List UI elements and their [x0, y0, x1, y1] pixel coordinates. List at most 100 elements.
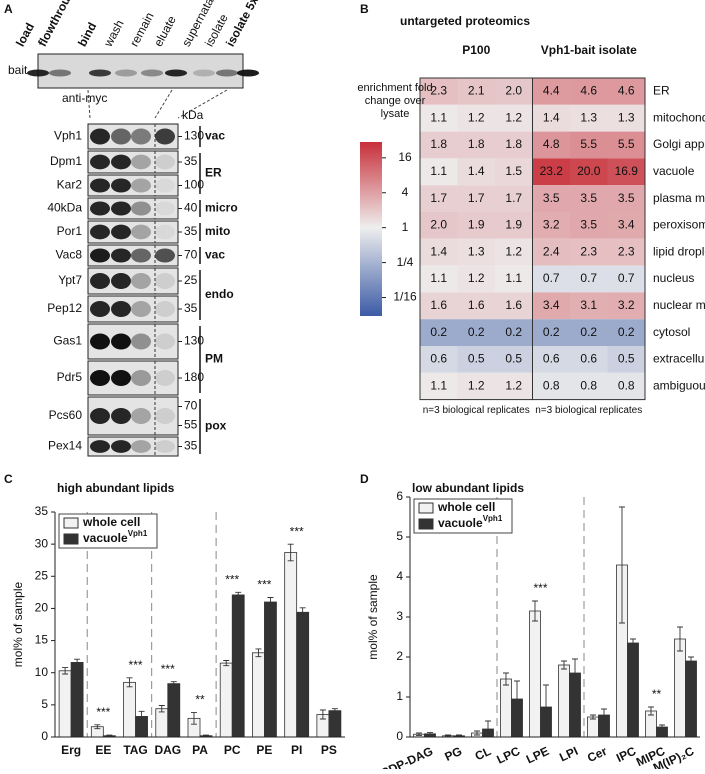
- chart-title: high abundant lipids: [57, 481, 175, 495]
- heat-cell: [607, 238, 645, 266]
- error-bar: [415, 732, 422, 736]
- row-label: peroxisome: [653, 218, 705, 232]
- panel-label: C: [4, 472, 13, 486]
- band: [155, 273, 175, 289]
- bar: [70, 662, 84, 738]
- protein-label: Pep12: [47, 301, 82, 315]
- heat-cell: [420, 292, 458, 320]
- heat-cell: [495, 212, 533, 239]
- y-axis-label: mol% of sample: [11, 581, 25, 667]
- cell-label: 0.2: [430, 325, 447, 339]
- cell-label: 0.2: [505, 325, 522, 339]
- cell-label: 0.6: [580, 352, 597, 366]
- group-header: Vph1-bait isolate: [540, 44, 637, 57]
- cell-label: 20.0: [577, 164, 601, 178]
- row-label: lipid droplet: [653, 244, 705, 258]
- error-bar: [543, 684, 550, 730]
- y-tick-label: 30: [35, 536, 49, 550]
- y-tick-label: 25: [35, 568, 49, 582]
- band: [131, 440, 151, 453]
- bar: [155, 708, 169, 738]
- heat-cell: [570, 131, 608, 159]
- error-bar: [618, 506, 625, 624]
- heat-cell: [457, 104, 495, 132]
- band: [111, 301, 131, 317]
- heat-cell: [532, 158, 570, 186]
- row-label: nucleus: [653, 271, 694, 285]
- cell-label: 3.5: [580, 191, 597, 205]
- panel-label: A: [4, 2, 13, 16]
- heat-cell: [420, 265, 458, 293]
- mw-marker: 130: [184, 129, 204, 143]
- heat-cell: [570, 265, 608, 293]
- lane-label: isolate 5x: [223, 0, 261, 49]
- cell-label: 0.2: [580, 325, 597, 339]
- mw-marker: 35: [184, 301, 198, 315]
- y-tick-label: 0: [396, 729, 403, 743]
- cell-label: 2.4: [543, 244, 560, 258]
- heat-cell: [457, 372, 495, 400]
- heat-cell: [532, 265, 570, 293]
- heat-cell: [607, 319, 645, 346]
- row-label: Golgi apparatus: [653, 137, 705, 151]
- chart-title: untargeted proteomics: [400, 14, 530, 28]
- group-label: vac: [205, 248, 225, 262]
- legend-label: vacuoleVph1: [438, 514, 503, 530]
- band: [131, 248, 151, 263]
- cell-label: 3.1: [580, 298, 597, 312]
- error-bar: [287, 543, 294, 562]
- protein-label: Pex14: [48, 439, 82, 453]
- band: [90, 370, 110, 386]
- error-bar: [299, 607, 306, 618]
- error-bar: [601, 708, 608, 722]
- band: [111, 370, 131, 386]
- band: [155, 301, 175, 317]
- cell-label: 1.2: [468, 271, 485, 285]
- band: [131, 301, 151, 317]
- y-tick-label: 5: [41, 697, 48, 711]
- colorbar-label-box: enrichment fold change over lysate: [357, 82, 432, 120]
- cell-label: 0.5: [618, 352, 635, 366]
- antibody-label: anti-myc: [62, 91, 107, 105]
- guide-line: [154, 89, 173, 119]
- group-frame: [532, 77, 646, 401]
- error-bar: [659, 724, 666, 730]
- band: [111, 154, 131, 170]
- band: [111, 273, 131, 289]
- significance: ***: [225, 573, 239, 587]
- heat-cell: [457, 78, 495, 105]
- cell-label: 1.9: [468, 218, 485, 232]
- heat-cell: [607, 104, 645, 132]
- heat-cell: [420, 346, 458, 373]
- cell-label: 1.1: [430, 271, 447, 285]
- y-tick-label: 2: [396, 649, 403, 663]
- heat-cell: [607, 292, 645, 320]
- band: [90, 301, 110, 317]
- x-tick-label: EE: [95, 743, 111, 757]
- error-bar: [427, 732, 434, 736]
- heat-cell: [570, 158, 608, 186]
- band: [155, 201, 175, 216]
- error-bar: [138, 710, 145, 723]
- x-tick-label: TAG: [123, 743, 147, 757]
- band: [131, 273, 151, 289]
- significance: ***: [290, 524, 304, 538]
- row-label: ambiguous: [653, 378, 705, 392]
- legend-name: whole cell: [437, 500, 495, 514]
- bar: [58, 670, 72, 738]
- cell-label: 1.3: [618, 110, 635, 124]
- cell-label: 1.8: [505, 137, 522, 151]
- heat-cell: [570, 292, 608, 320]
- heat-cell: [532, 185, 570, 212]
- band: [111, 201, 131, 216]
- band: [111, 178, 131, 193]
- heat-cell: [532, 78, 570, 105]
- group-header: P100: [462, 44, 491, 57]
- group-note: n=3 biological replicates: [422, 405, 530, 416]
- error-bar: [106, 734, 113, 737]
- error-bar: [647, 706, 654, 716]
- cell-label: 1.7: [430, 191, 447, 205]
- bar: [296, 611, 310, 738]
- cell-label: 2.0: [430, 218, 447, 232]
- x-tick-label: PE: [256, 743, 272, 757]
